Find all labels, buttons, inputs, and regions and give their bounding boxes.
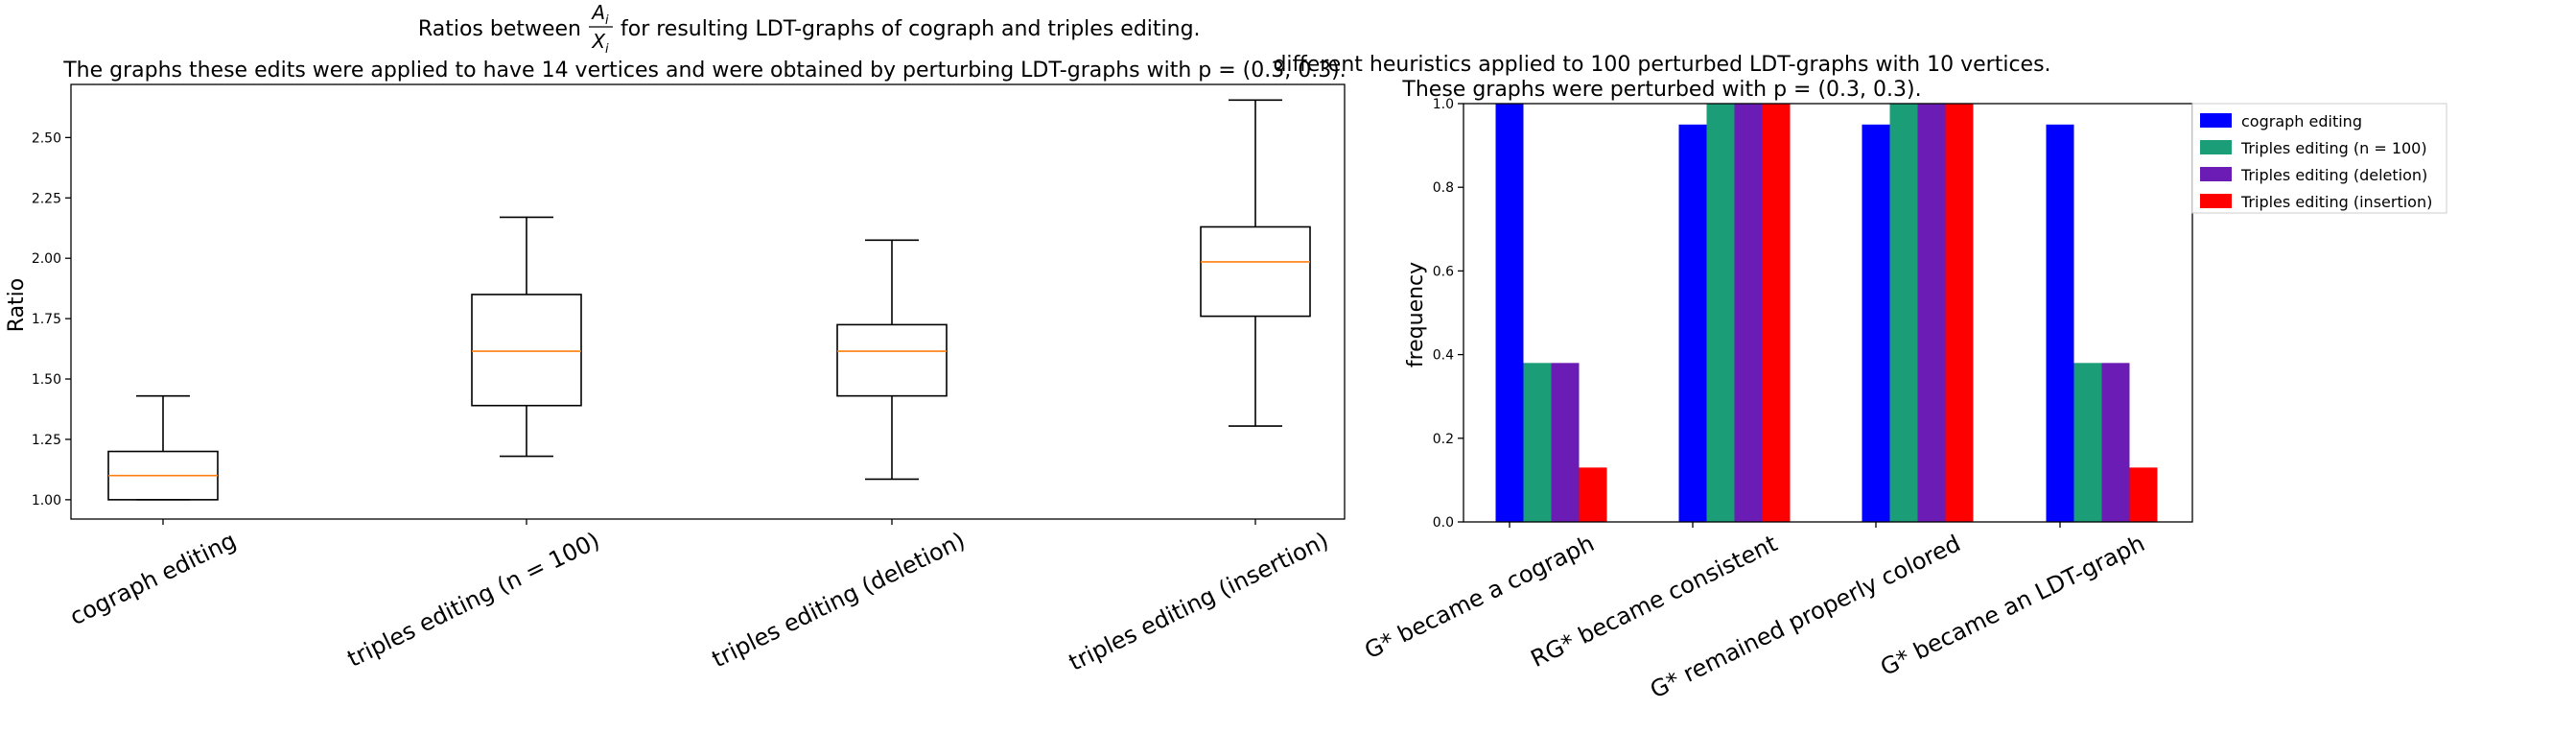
box-x-ticks: cograph editing triples editing (n = 100)… — [66, 519, 1333, 676]
box-body — [1200, 225, 1311, 318]
box-y-tick-label: 1.75 — [32, 312, 61, 327]
bar-y-tick-label: 0.8 — [1433, 180, 1454, 196]
bar — [1734, 104, 1763, 522]
box-group — [471, 216, 582, 458]
bar-legend-swatch — [2200, 140, 2232, 154]
box-body — [471, 294, 582, 407]
box-y-tick-label: 2.25 — [32, 191, 61, 206]
bar-y-tick-label: 1.0 — [1433, 97, 1454, 112]
bar-legend-label: cograph editing — [2241, 112, 2362, 130]
box-title-frac-num: Ai — [590, 1, 609, 28]
bar-legend-label: Triples editing (deletion) — [2240, 166, 2427, 184]
bar-y-tick-label: 0.0 — [1433, 515, 1454, 531]
box-group — [1200, 99, 1311, 427]
bar-legend-label: Triples editing (insertion) — [2240, 193, 2432, 211]
box-ylabel: Ratio — [5, 278, 29, 332]
box-chart: Ratios between Ai Xi for resulting LDT-g… — [5, 1, 1347, 676]
box-marks — [107, 99, 1311, 501]
box-x-tick-label: triples editing (insertion) — [1065, 527, 1332, 675]
bar — [1762, 104, 1791, 522]
bar-title-line1: different heuristics applied to 100 pert… — [1273, 53, 2050, 77]
bar-legend: cograph editing Triples editing (n = 100)… — [2191, 103, 2447, 214]
box-y-tick-label: 2.50 — [32, 130, 61, 146]
bar-legend-swatch — [2200, 167, 2232, 181]
bar-chart: different heuristics applied to 100 pert… — [1273, 53, 2447, 704]
box-x-tick-label: triples editing (n = 100) — [343, 527, 604, 673]
box-x-tick-label: triples editing (deletion) — [708, 527, 970, 673]
box-title-frac-den: Xi — [591, 30, 609, 57]
bar — [1523, 363, 1552, 522]
box-plot-frame — [70, 83, 1346, 520]
box-title-prefix: Ratios between — [418, 17, 581, 41]
bar-y-tick-label: 0.2 — [1433, 432, 1454, 447]
box-y-tick-label: 1.25 — [32, 433, 61, 448]
bar — [2129, 467, 2158, 522]
bar-ylabel: frequency — [1404, 262, 1428, 367]
box-group — [107, 394, 219, 501]
bar-legend-label: Triples editing (n = 100) — [2240, 139, 2427, 157]
bar — [1495, 104, 1524, 522]
bar-y-tick-label: 0.6 — [1433, 264, 1454, 279]
bar-legend-frame — [2191, 103, 2447, 214]
bar-plot-frame — [1463, 103, 2193, 523]
bar — [1579, 467, 1607, 522]
box-title-suffix: for resulting LDT-graphs of cograph and … — [621, 17, 1201, 41]
bar — [1551, 363, 1580, 522]
bar — [2073, 363, 2102, 522]
box-y-tick-label: 1.50 — [32, 372, 61, 388]
bar — [2101, 363, 2130, 522]
bar — [1945, 104, 1974, 522]
bar — [2046, 124, 2074, 523]
box-x-tick-label: cograph editing — [66, 527, 241, 630]
bar-title-line2: These graphs were perturbed with p = (0.… — [1401, 78, 1921, 102]
box-y-tick-label: 1.00 — [32, 493, 61, 508]
bar — [1889, 104, 1918, 522]
box-body — [836, 323, 948, 397]
bar-legend-swatch — [2200, 194, 2232, 208]
bar-x-tick-label: G* remained properly colored — [1646, 530, 1964, 703]
box-y-ticks: 1.00 1.25 1.50 1.75 2.00 2.25 2.50 — [32, 130, 71, 508]
box-y-tick-label: 2.00 — [32, 251, 61, 267]
bar-marks — [1495, 104, 2158, 523]
box-title-line2: The graphs these edits were applied to h… — [62, 59, 1347, 83]
bar — [1917, 104, 1946, 522]
bar — [1678, 124, 1707, 523]
bar — [1706, 104, 1735, 522]
bar-legend-swatch — [2200, 113, 2232, 128]
bar-y-ticks: 0.0 0.2 0.4 0.6 0.8 1.0 — [1433, 97, 1464, 531]
bar — [1862, 124, 1890, 523]
bar-y-tick-label: 0.4 — [1433, 348, 1454, 364]
box-group — [836, 239, 948, 481]
